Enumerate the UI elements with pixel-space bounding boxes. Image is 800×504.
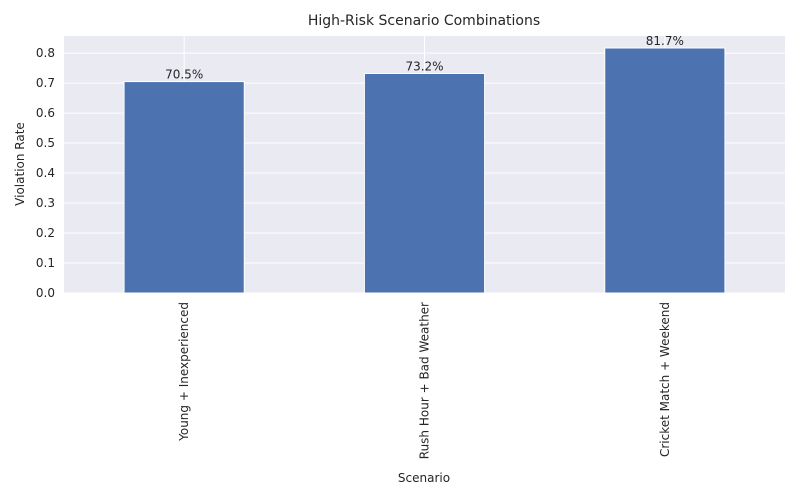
y-tick-label: 0.1 <box>36 256 55 270</box>
y-tick-label: 0.0 <box>36 286 55 300</box>
y-tick-label: 0.2 <box>36 226 55 240</box>
x-tick-label: Cricket Match + Weekend <box>658 302 672 457</box>
y-tick-label: 0.7 <box>36 76 55 90</box>
y-tick-label: 0.4 <box>36 166 55 180</box>
bar-value-label: 73.2% <box>405 59 443 73</box>
bar-value-label: 70.5% <box>165 68 203 82</box>
chart-title: High-Risk Scenario Combinations <box>308 13 540 29</box>
bar <box>363 72 486 294</box>
data-labels: 70.5% 73.2% 81.7% <box>165 34 684 82</box>
y-tick-label: 0.3 <box>36 196 55 210</box>
y-tick-label: 0.5 <box>36 136 55 150</box>
bar-value-label: 81.7% <box>646 34 684 48</box>
y-tick-labels: 0.0 0.1 0.2 0.3 0.4 0.5 0.6 0.7 0.8 <box>36 46 55 300</box>
x-tick-labels: Young + Inexperienced Rush Hour + Bad Wea… <box>177 302 672 459</box>
x-tick-label: Young + Inexperienced <box>177 302 191 442</box>
bar <box>604 47 726 294</box>
y-tick-label: 0.8 <box>36 46 55 60</box>
y-axis-label: Violation Rate <box>13 122 27 206</box>
y-tick-label: 0.6 <box>36 106 55 120</box>
x-axis-label: Scenario <box>398 471 450 485</box>
bar <box>123 81 245 294</box>
x-tick-label: Rush Hour + Bad Weather <box>418 302 432 459</box>
bars <box>123 47 726 294</box>
